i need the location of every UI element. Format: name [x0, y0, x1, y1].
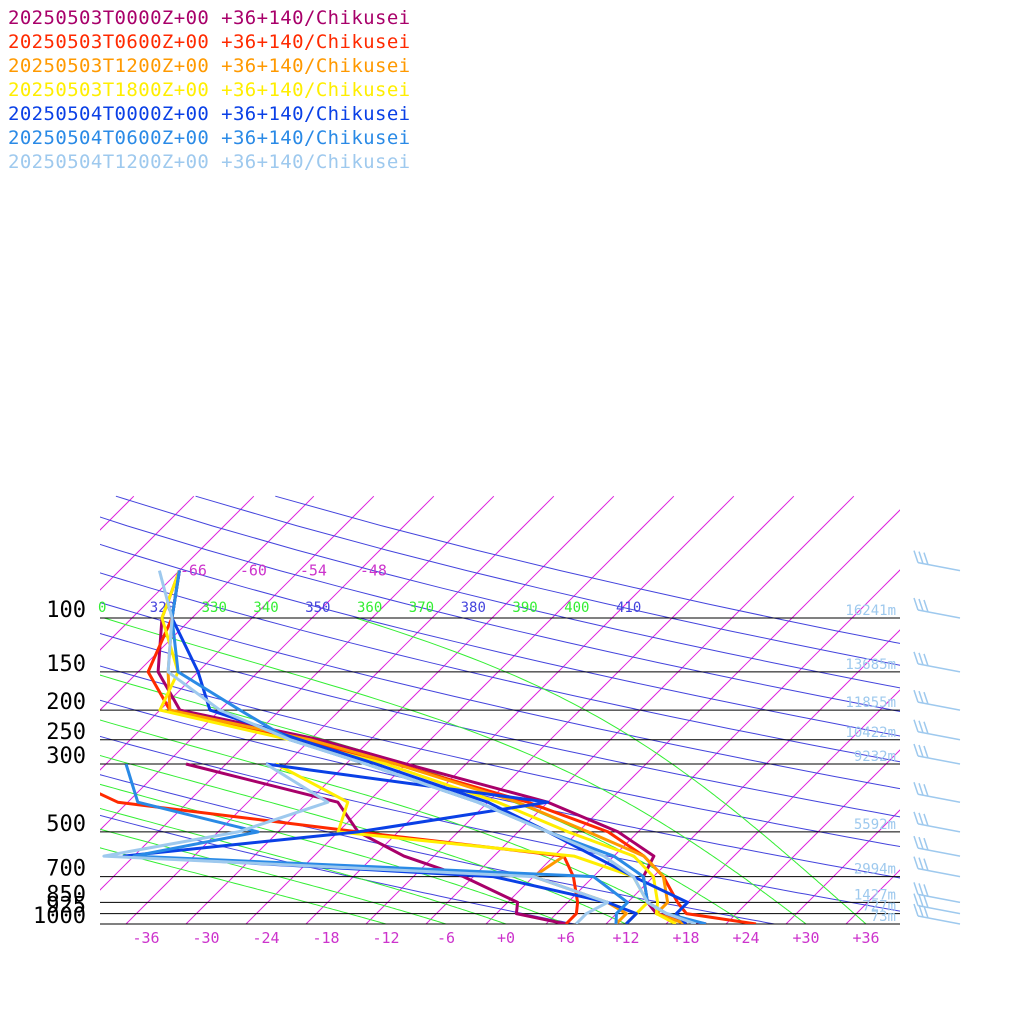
wind-barb: [913, 903, 961, 925]
legend: 20250503T0000Z+00 +36+140/Chikusei 202505…: [8, 6, 411, 174]
wind-barb: [913, 597, 961, 619]
pressure-tick-label: 500: [46, 812, 86, 837]
isotherm-label: -66: [180, 562, 207, 580]
height-label: 5592m: [854, 817, 896, 833]
temperature-tick-label: +36: [852, 929, 879, 947]
theta-label: 390: [512, 600, 537, 616]
temperature-line: [146, 570, 757, 924]
isotherm-line: [785, 809, 900, 924]
wind-barb: [913, 856, 961, 878]
legend-entry: 20250504T0000Z+00 +36+140/Chikusei: [8, 103, 411, 125]
wind-barb: [913, 882, 961, 904]
dry-adiabat-line: [100, 774, 775, 924]
isotherm-line: [725, 749, 900, 924]
dewpoint-line: [102, 762, 610, 924]
height-label: 16241m: [845, 603, 896, 619]
temperature-tick-label: -24: [252, 929, 279, 947]
wind-barbs: [913, 550, 961, 925]
wind-barb: [913, 781, 961, 803]
pressure-tick-label: 925: [46, 894, 86, 919]
pressure-tick-label: 1000: [33, 904, 86, 929]
legend-entry: 20250503T1200Z+00 +36+140/Chikusei: [8, 55, 411, 77]
legend-entry: 20250503T1800Z+00 +36+140/Chikusei: [8, 79, 411, 101]
theta-label: 400: [564, 600, 589, 616]
isotherm-label: -54: [300, 562, 327, 580]
temperature-line: [157, 570, 697, 924]
pressure-tick-label: 100: [46, 598, 86, 623]
temperature-tick-label: -30: [192, 929, 219, 947]
dry-adiabat-line: [100, 735, 900, 912]
temperature-tick-label: -18: [312, 929, 339, 947]
temperature-tick-label: +24: [732, 929, 759, 947]
theta-label: 330: [202, 600, 227, 616]
dewpoint-line: [124, 763, 630, 924]
theta-label: 370: [409, 600, 434, 616]
pressure-tick-label: 700: [46, 857, 86, 882]
theta-label: 410: [616, 600, 641, 616]
isotherm-label: -60: [240, 562, 267, 580]
isotherm-label: -48: [360, 562, 387, 580]
dewpoint-line: [275, 762, 650, 924]
theta-label: 350: [305, 600, 330, 616]
isotherm-line: [0, 496, 14, 924]
height-label: 1427m: [854, 887, 896, 903]
temperature-tick-label: -12: [372, 929, 399, 947]
pressure-tick-label: 250: [46, 720, 86, 745]
temperature-tick-label: +6: [557, 929, 575, 947]
pressure-tick-label: 850: [46, 882, 86, 907]
isotherm-line: [845, 869, 900, 924]
wind-barb: [913, 651, 961, 673]
legend-entry: 20250504T0600Z+00 +36+140/Chikusei: [8, 127, 411, 149]
legend-entry: 20250503T0600Z+00 +36+140/Chikusei: [8, 31, 411, 53]
legend-entry: 20250504T1200Z+00 +36+140/Chikusei: [8, 151, 411, 173]
wind-barb: [913, 835, 961, 857]
temperature-line: [170, 570, 690, 924]
wind-barb: [913, 550, 961, 572]
height-label: 10422m: [845, 725, 896, 741]
background-labels: -66 -60 -54 -480 320 330 340 350 360 370 380 390 400…: [98, 562, 641, 616]
temperature-tick-label: +30: [792, 929, 819, 947]
dry-adiabat-line: [100, 814, 575, 924]
temperature-axis: -36 -30 -24 -18 -12 -6 +0 +6 +12 +18 +24 +30 +36: [132, 929, 879, 947]
height-label: 9232m: [854, 749, 896, 765]
theta-label: 360: [357, 600, 382, 616]
height-label: 73m: [871, 909, 896, 925]
temperature-tick-label: +0: [497, 929, 515, 947]
pressure-tick-label: 200: [46, 690, 86, 715]
temperature-tick-label: -36: [132, 929, 159, 947]
moist-adiabat-line: [100, 719, 687, 924]
theta-label: 340: [253, 600, 278, 616]
pressure-tick-label: 300: [46, 744, 86, 769]
height-labels: 16241m 13685m 11855m 10422m 9232m 5592m 2994m 1…: [845, 603, 896, 925]
height-label: 11855m: [845, 695, 896, 711]
wind-barb: [913, 743, 961, 765]
wind-barb: [913, 689, 961, 711]
height-label: 2994m: [854, 862, 896, 878]
legend-entry: 20250503T0000Z+00 +36+140/Chikusei: [8, 7, 411, 29]
temperature-tick-label: +12: [612, 929, 639, 947]
theta-label: 380: [461, 600, 486, 616]
height-label: 13685m: [845, 657, 896, 673]
temperature-tick-label: +18: [672, 929, 699, 947]
wind-barb: [913, 719, 961, 741]
temperature-tick-label: -6: [437, 929, 455, 947]
pressure-tick-label: 150: [46, 652, 86, 677]
dewpoint-line: [185, 762, 567, 924]
theta-label: 0: [98, 600, 106, 616]
height-label: 727m: [862, 899, 896, 915]
wind-barb: [913, 811, 961, 833]
profiles: [100, 570, 757, 924]
isotherm-line: [966, 496, 1024, 924]
